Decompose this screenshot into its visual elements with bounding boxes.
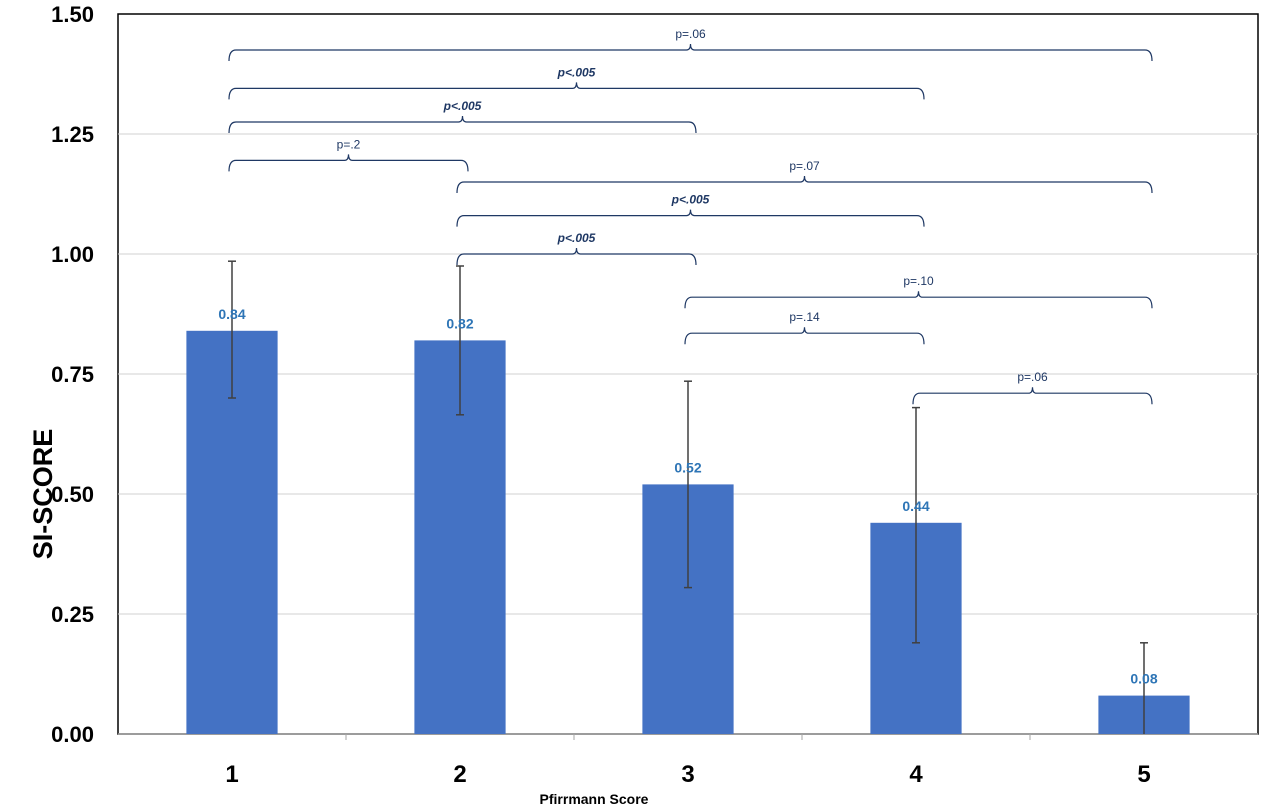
p-value-label: p=.10 (903, 274, 934, 288)
significance-bracket (456, 175, 1153, 194)
p-value-label: p<.005 (557, 65, 596, 79)
y-axis-ticks: 0.00 0.25 0.50 0.75 1.00 1.25 1.50 (51, 2, 94, 747)
significance-bracket (228, 154, 469, 172)
data-label: 0.84 (218, 306, 245, 322)
x-tick-label: 3 (681, 761, 694, 788)
error-bars (228, 260, 1148, 734)
y-tick-label: 1.25 (51, 122, 94, 147)
p-value-label: p<.005 (557, 231, 596, 245)
y-tick-label: 0.25 (51, 602, 94, 627)
significance-bracket (684, 327, 925, 345)
x-tick-label: 2 (453, 761, 466, 788)
y-axis-title: SI-SCORE (28, 429, 58, 560)
x-tick-label: 5 (1137, 761, 1150, 788)
significance-bracket (912, 387, 1153, 405)
p-value-label: p<.005 (443, 99, 482, 113)
x-axis-ticks: 1 2 3 4 5 (225, 761, 1150, 788)
y-tick-label: 0.75 (51, 362, 94, 387)
significance-bracket (456, 247, 697, 266)
significance-bracket (228, 115, 697, 134)
y-tick-label: 0.00 (51, 722, 94, 747)
x-axis-title: Pfirrmann Score (540, 791, 649, 807)
data-labels: 0.84 0.82 0.52 0.44 0.08 (218, 306, 1157, 687)
x-tick-label: 1 (225, 761, 238, 788)
significance-bracket (684, 291, 1153, 309)
data-label: 0.08 (1130, 671, 1157, 687)
p-value-label: p=.06 (675, 27, 706, 41)
significance-bracket (456, 209, 925, 227)
y-tick-label: 1.50 (51, 2, 94, 27)
y-tick-label: 1.00 (51, 242, 94, 267)
data-label: 0.82 (446, 315, 473, 331)
p-value-label: p<.005 (671, 193, 710, 207)
data-label: 0.52 (674, 459, 701, 475)
p-value-label: p=.2 (337, 137, 361, 151)
p-value-label: p=.06 (1017, 370, 1048, 384)
y-tick-label: 0.50 (51, 482, 94, 507)
significance-brackets: p=.06 p<.005 p<.005 p=.2 p=.07 p<.005 p<.005 p=… (228, 27, 1153, 405)
data-label: 0.44 (902, 498, 929, 514)
significance-bracket (228, 43, 1153, 62)
p-value-label: p=.07 (789, 159, 820, 173)
p-value-label: p=.14 (789, 310, 820, 324)
significance-bracket (228, 82, 925, 100)
x-tick-label: 4 (909, 761, 923, 788)
